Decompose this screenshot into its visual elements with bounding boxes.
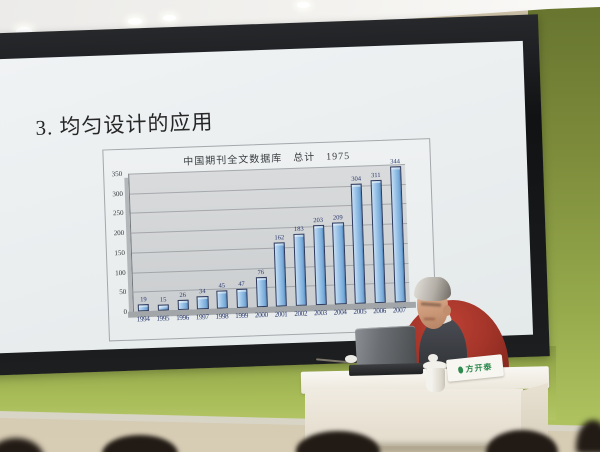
bar-value-label: 183 bbox=[293, 225, 304, 233]
bar bbox=[370, 180, 386, 304]
bar-value-label: 162 bbox=[274, 234, 285, 242]
x-tick-label: 2005 bbox=[353, 307, 367, 316]
y-tick-label: 250 bbox=[112, 209, 124, 218]
bar bbox=[196, 295, 209, 310]
bar bbox=[157, 304, 170, 311]
audience-head bbox=[0, 438, 44, 452]
x-tick-label: 1994 bbox=[136, 315, 150, 324]
bar-value-label: 209 bbox=[332, 213, 343, 222]
presenter-hair bbox=[414, 277, 451, 301]
ceiling-light bbox=[163, 15, 176, 21]
slide-heading: 3. 均匀设计的应用 bbox=[35, 109, 214, 140]
x-tick-label: 1998 bbox=[215, 312, 229, 321]
bar-value-label: 344 bbox=[390, 158, 401, 166]
bar-value-label: 47 bbox=[238, 281, 245, 289]
bar bbox=[138, 303, 150, 312]
bar bbox=[255, 276, 268, 308]
bar-chart: 中国期刊全文数据库 总计 1975 0 50 100 150 200 250 300 350 … bbox=[102, 138, 437, 342]
grid-line bbox=[130, 203, 407, 215]
x-tick-label: 2001 bbox=[274, 310, 288, 319]
y-tick-label: 100 bbox=[114, 268, 126, 277]
bar-value-label: 34 bbox=[198, 287, 206, 295]
bar bbox=[236, 289, 248, 308]
ceiling-light bbox=[128, 18, 142, 25]
ceiling-light bbox=[16, 27, 32, 35]
tea-cup bbox=[426, 368, 445, 392]
bar bbox=[350, 183, 367, 304]
grid-line bbox=[131, 223, 408, 234]
x-tick-label: 1997 bbox=[195, 312, 209, 322]
name-card-logo-icon bbox=[456, 365, 464, 374]
y-tick-label: 200 bbox=[113, 229, 125, 238]
computer-mouse bbox=[345, 355, 357, 363]
grid-line bbox=[131, 242, 408, 254]
bar-value-label: 26 bbox=[179, 291, 187, 299]
ceiling-light bbox=[297, 2, 310, 8]
x-tick-label: 2003 bbox=[313, 308, 327, 318]
bar-value-label: 304 bbox=[351, 175, 362, 184]
x-tick-label: 2000 bbox=[254, 310, 268, 320]
bar-value-label: 19 bbox=[140, 295, 147, 303]
plot-area: 19 15 26 34 45 47 76 162 183 203 209 304 311 344 bbox=[128, 159, 410, 313]
y-tick-label: 350 bbox=[111, 169, 123, 179]
bar bbox=[332, 221, 347, 305]
bar bbox=[274, 242, 288, 307]
y-tick-label: 150 bbox=[114, 248, 126, 258]
bar bbox=[177, 299, 189, 311]
bar-value-label: 45 bbox=[218, 282, 226, 290]
y-tick-label: 300 bbox=[112, 189, 124, 198]
y-tick-label: 50 bbox=[119, 288, 127, 297]
audience-head bbox=[296, 431, 380, 452]
x-tick-label: 1996 bbox=[175, 313, 190, 323]
x-tick-label: 2004 bbox=[333, 308, 347, 317]
bar-value-label: 76 bbox=[257, 269, 265, 277]
x-tick-label: 2002 bbox=[294, 309, 308, 318]
x-tick-label: 1995 bbox=[156, 314, 170, 323]
x-tick-label: 2006 bbox=[372, 306, 387, 316]
bar-value-label: 311 bbox=[370, 172, 381, 180]
y-tick-label: 0 bbox=[123, 307, 128, 316]
presenter-ear bbox=[443, 305, 451, 316]
tea-cup-lid-knob bbox=[428, 354, 438, 362]
audience-head bbox=[486, 430, 558, 452]
presenter-mouth-shadow bbox=[424, 318, 435, 320]
audience-head bbox=[102, 435, 178, 452]
name-card-text: 方开泰 bbox=[465, 361, 493, 374]
bar-value-label: 15 bbox=[159, 296, 167, 304]
x-tick-label: 1999 bbox=[235, 311, 249, 321]
bar bbox=[312, 224, 327, 306]
x-tick-label: 2007 bbox=[392, 306, 406, 315]
grid-line bbox=[129, 183, 406, 195]
tea-cup-lid bbox=[423, 361, 447, 370]
bar bbox=[293, 233, 307, 306]
laptop-keyboard-base bbox=[348, 363, 424, 376]
desk-shadow bbox=[298, 443, 550, 452]
bar-value-label: 203 bbox=[313, 216, 324, 225]
bar bbox=[216, 290, 229, 309]
